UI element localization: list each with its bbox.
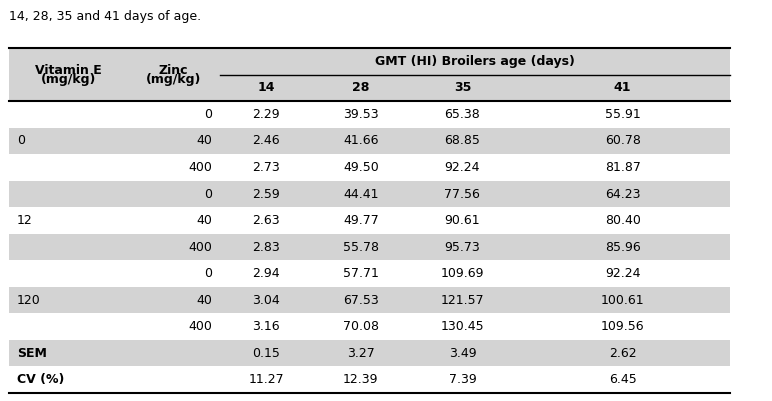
Text: 67.53: 67.53 — [343, 294, 379, 307]
Text: 92.24: 92.24 — [605, 267, 640, 280]
Bar — [9, 287, 730, 314]
Text: 64.23: 64.23 — [605, 188, 640, 200]
Text: 80.40: 80.40 — [604, 214, 641, 227]
Bar — [9, 314, 730, 340]
Text: 3.49: 3.49 — [449, 347, 476, 360]
Bar — [9, 234, 730, 260]
Text: 39.53: 39.53 — [343, 108, 379, 121]
Text: 0: 0 — [205, 108, 212, 121]
Text: 85.96: 85.96 — [604, 241, 641, 253]
Text: 49.77: 49.77 — [343, 214, 379, 227]
Text: 109.69: 109.69 — [441, 267, 484, 280]
Text: 65.38: 65.38 — [445, 108, 480, 121]
Text: (mg/kg): (mg/kg) — [41, 73, 96, 87]
Text: (mg/kg): (mg/kg) — [146, 73, 201, 87]
Text: 12.39: 12.39 — [344, 373, 378, 386]
Text: 12: 12 — [17, 214, 32, 227]
Text: 55.91: 55.91 — [604, 108, 641, 121]
Text: CV (%): CV (%) — [17, 373, 64, 386]
Bar — [9, 48, 730, 101]
Bar — [9, 260, 730, 287]
Text: Zinc: Zinc — [159, 64, 188, 77]
Text: 2.63: 2.63 — [252, 214, 280, 227]
Text: 55.78: 55.78 — [343, 241, 379, 253]
Text: 40: 40 — [196, 134, 212, 148]
Text: 121.57: 121.57 — [441, 294, 484, 307]
Text: 35: 35 — [454, 81, 471, 94]
Text: 49.50: 49.50 — [343, 161, 379, 174]
Text: 14: 14 — [258, 81, 275, 94]
Text: 40: 40 — [196, 214, 212, 227]
Text: 400: 400 — [188, 161, 212, 174]
Text: 57.71: 57.71 — [343, 267, 379, 280]
Text: 40: 40 — [196, 294, 212, 307]
Bar — [9, 181, 730, 207]
Text: 130.45: 130.45 — [441, 320, 484, 333]
Text: 60.78: 60.78 — [604, 134, 641, 148]
Text: Vitamin E: Vitamin E — [35, 64, 102, 77]
Text: 3.16: 3.16 — [252, 320, 280, 333]
Bar — [9, 128, 730, 154]
Text: 2.73: 2.73 — [252, 161, 280, 174]
Text: 90.61: 90.61 — [445, 214, 480, 227]
Text: 41: 41 — [614, 81, 631, 94]
Text: 41.66: 41.66 — [344, 134, 378, 148]
Text: 0: 0 — [17, 134, 25, 148]
Text: 400: 400 — [188, 320, 212, 333]
Text: 11.27: 11.27 — [249, 373, 284, 386]
Text: 6.45: 6.45 — [609, 373, 636, 386]
Text: 0: 0 — [205, 267, 212, 280]
Text: 100.61: 100.61 — [601, 294, 645, 307]
Text: 0.15: 0.15 — [252, 347, 280, 360]
Text: 81.87: 81.87 — [604, 161, 641, 174]
Text: 400: 400 — [188, 241, 212, 253]
Text: 3.04: 3.04 — [252, 294, 280, 307]
Text: 2.46: 2.46 — [252, 134, 280, 148]
Text: 2.29: 2.29 — [252, 108, 280, 121]
Text: 95.73: 95.73 — [445, 241, 480, 253]
Bar — [9, 367, 730, 393]
Text: 2.59: 2.59 — [252, 188, 280, 200]
Text: 44.41: 44.41 — [344, 188, 378, 200]
Text: GMT (HI) Broilers age (days): GMT (HI) Broilers age (days) — [375, 55, 574, 68]
Text: 68.85: 68.85 — [445, 134, 480, 148]
Text: 2.83: 2.83 — [252, 241, 280, 253]
Text: 28: 28 — [352, 81, 370, 94]
Bar — [9, 207, 730, 234]
Bar — [9, 154, 730, 181]
Bar — [9, 101, 730, 128]
Text: 2.62: 2.62 — [609, 347, 636, 360]
Text: 70.08: 70.08 — [343, 320, 379, 333]
Text: 3.27: 3.27 — [347, 347, 374, 360]
Text: 14, 28, 35 and 41 days of age.: 14, 28, 35 and 41 days of age. — [9, 10, 201, 22]
Text: 109.56: 109.56 — [601, 320, 645, 333]
Text: 92.24: 92.24 — [445, 161, 480, 174]
Text: 77.56: 77.56 — [445, 188, 480, 200]
Text: SEM: SEM — [17, 347, 47, 360]
Text: 7.39: 7.39 — [449, 373, 476, 386]
Text: 0: 0 — [205, 188, 212, 200]
Text: 2.94: 2.94 — [252, 267, 280, 280]
Text: 120: 120 — [17, 294, 41, 307]
Bar — [9, 340, 730, 367]
